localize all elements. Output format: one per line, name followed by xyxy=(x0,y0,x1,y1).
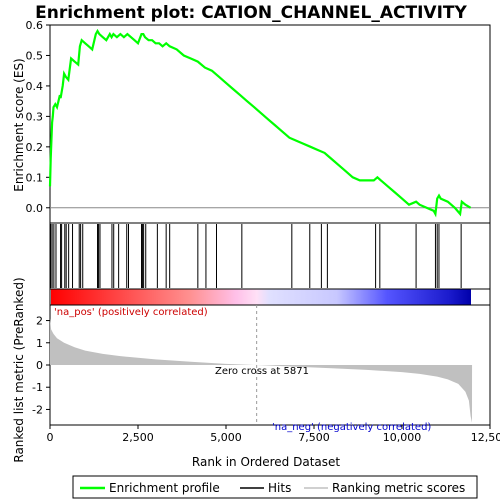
es-y-tick-label: 0.4 xyxy=(26,80,44,93)
es-y-tick-label: 0.2 xyxy=(26,141,44,154)
rank-color-bar xyxy=(51,289,471,305)
enrichment-profile-line xyxy=(48,28,472,218)
es-panel-frame xyxy=(49,24,491,224)
metric-y-tick-label: -2 xyxy=(32,403,43,416)
legend-box xyxy=(72,475,478,499)
pos-label: 'na_pos' (positively correlated) xyxy=(54,307,208,318)
metric-y-axis: 2 1 0 -1 -2 xyxy=(32,315,50,416)
x-tick-label: 5,000 xyxy=(210,431,242,444)
metric-y-tick-label: 0 xyxy=(36,359,43,372)
x-tick-label: 7,500 xyxy=(298,431,330,444)
metric-y-axis-label: Ranked list metric (PreRanked) xyxy=(12,277,26,462)
metric-x-axis: 0 2,500 5,000 7,500 10,000 12,500 xyxy=(47,425,500,444)
ranking-metric-area xyxy=(50,318,473,423)
metric-y-tick-label: 2 xyxy=(36,315,43,328)
es-y-tick-label: 0.3 xyxy=(26,110,44,123)
zero-cross-label: Zero cross at 5871 xyxy=(215,366,309,377)
x-tick-label: 0 xyxy=(47,431,54,444)
hit-marks xyxy=(50,224,462,288)
chart-title: Enrichment plot: CATION_CHANNEL_ACTIVITY xyxy=(35,3,467,23)
metric-y-tick-label: -1 xyxy=(32,381,43,394)
legend-enrichment-label: Enrichment profile xyxy=(109,481,220,495)
x-tick-label: 2,500 xyxy=(122,431,154,444)
legend-metric-label: Ranking metric scores xyxy=(332,481,465,495)
legend-hits-label: Hits xyxy=(268,481,291,495)
x-axis-label: Rank in Ordered Dataset xyxy=(192,455,340,469)
x-tick-label: 12,500 xyxy=(471,431,500,444)
metric-y-tick-label: 1 xyxy=(36,337,43,350)
es-y-axis-label: Enrichment score (ES) xyxy=(12,58,26,191)
es-y-tick-label: 0.5 xyxy=(26,49,44,62)
hits-panel-frame xyxy=(49,222,491,290)
x-tick-label: 10,000 xyxy=(383,431,422,444)
neg-label: 'na_neg' (negatively correlated) xyxy=(272,422,431,433)
es-y-axis: 0.0 0.1 0.2 0.3 0.4 0.5 0.6 xyxy=(26,19,50,215)
es-y-tick-label: 0.1 xyxy=(26,171,44,184)
es-y-tick-label: 0.6 xyxy=(26,19,44,32)
es-y-tick-label: 0.0 xyxy=(26,202,44,215)
